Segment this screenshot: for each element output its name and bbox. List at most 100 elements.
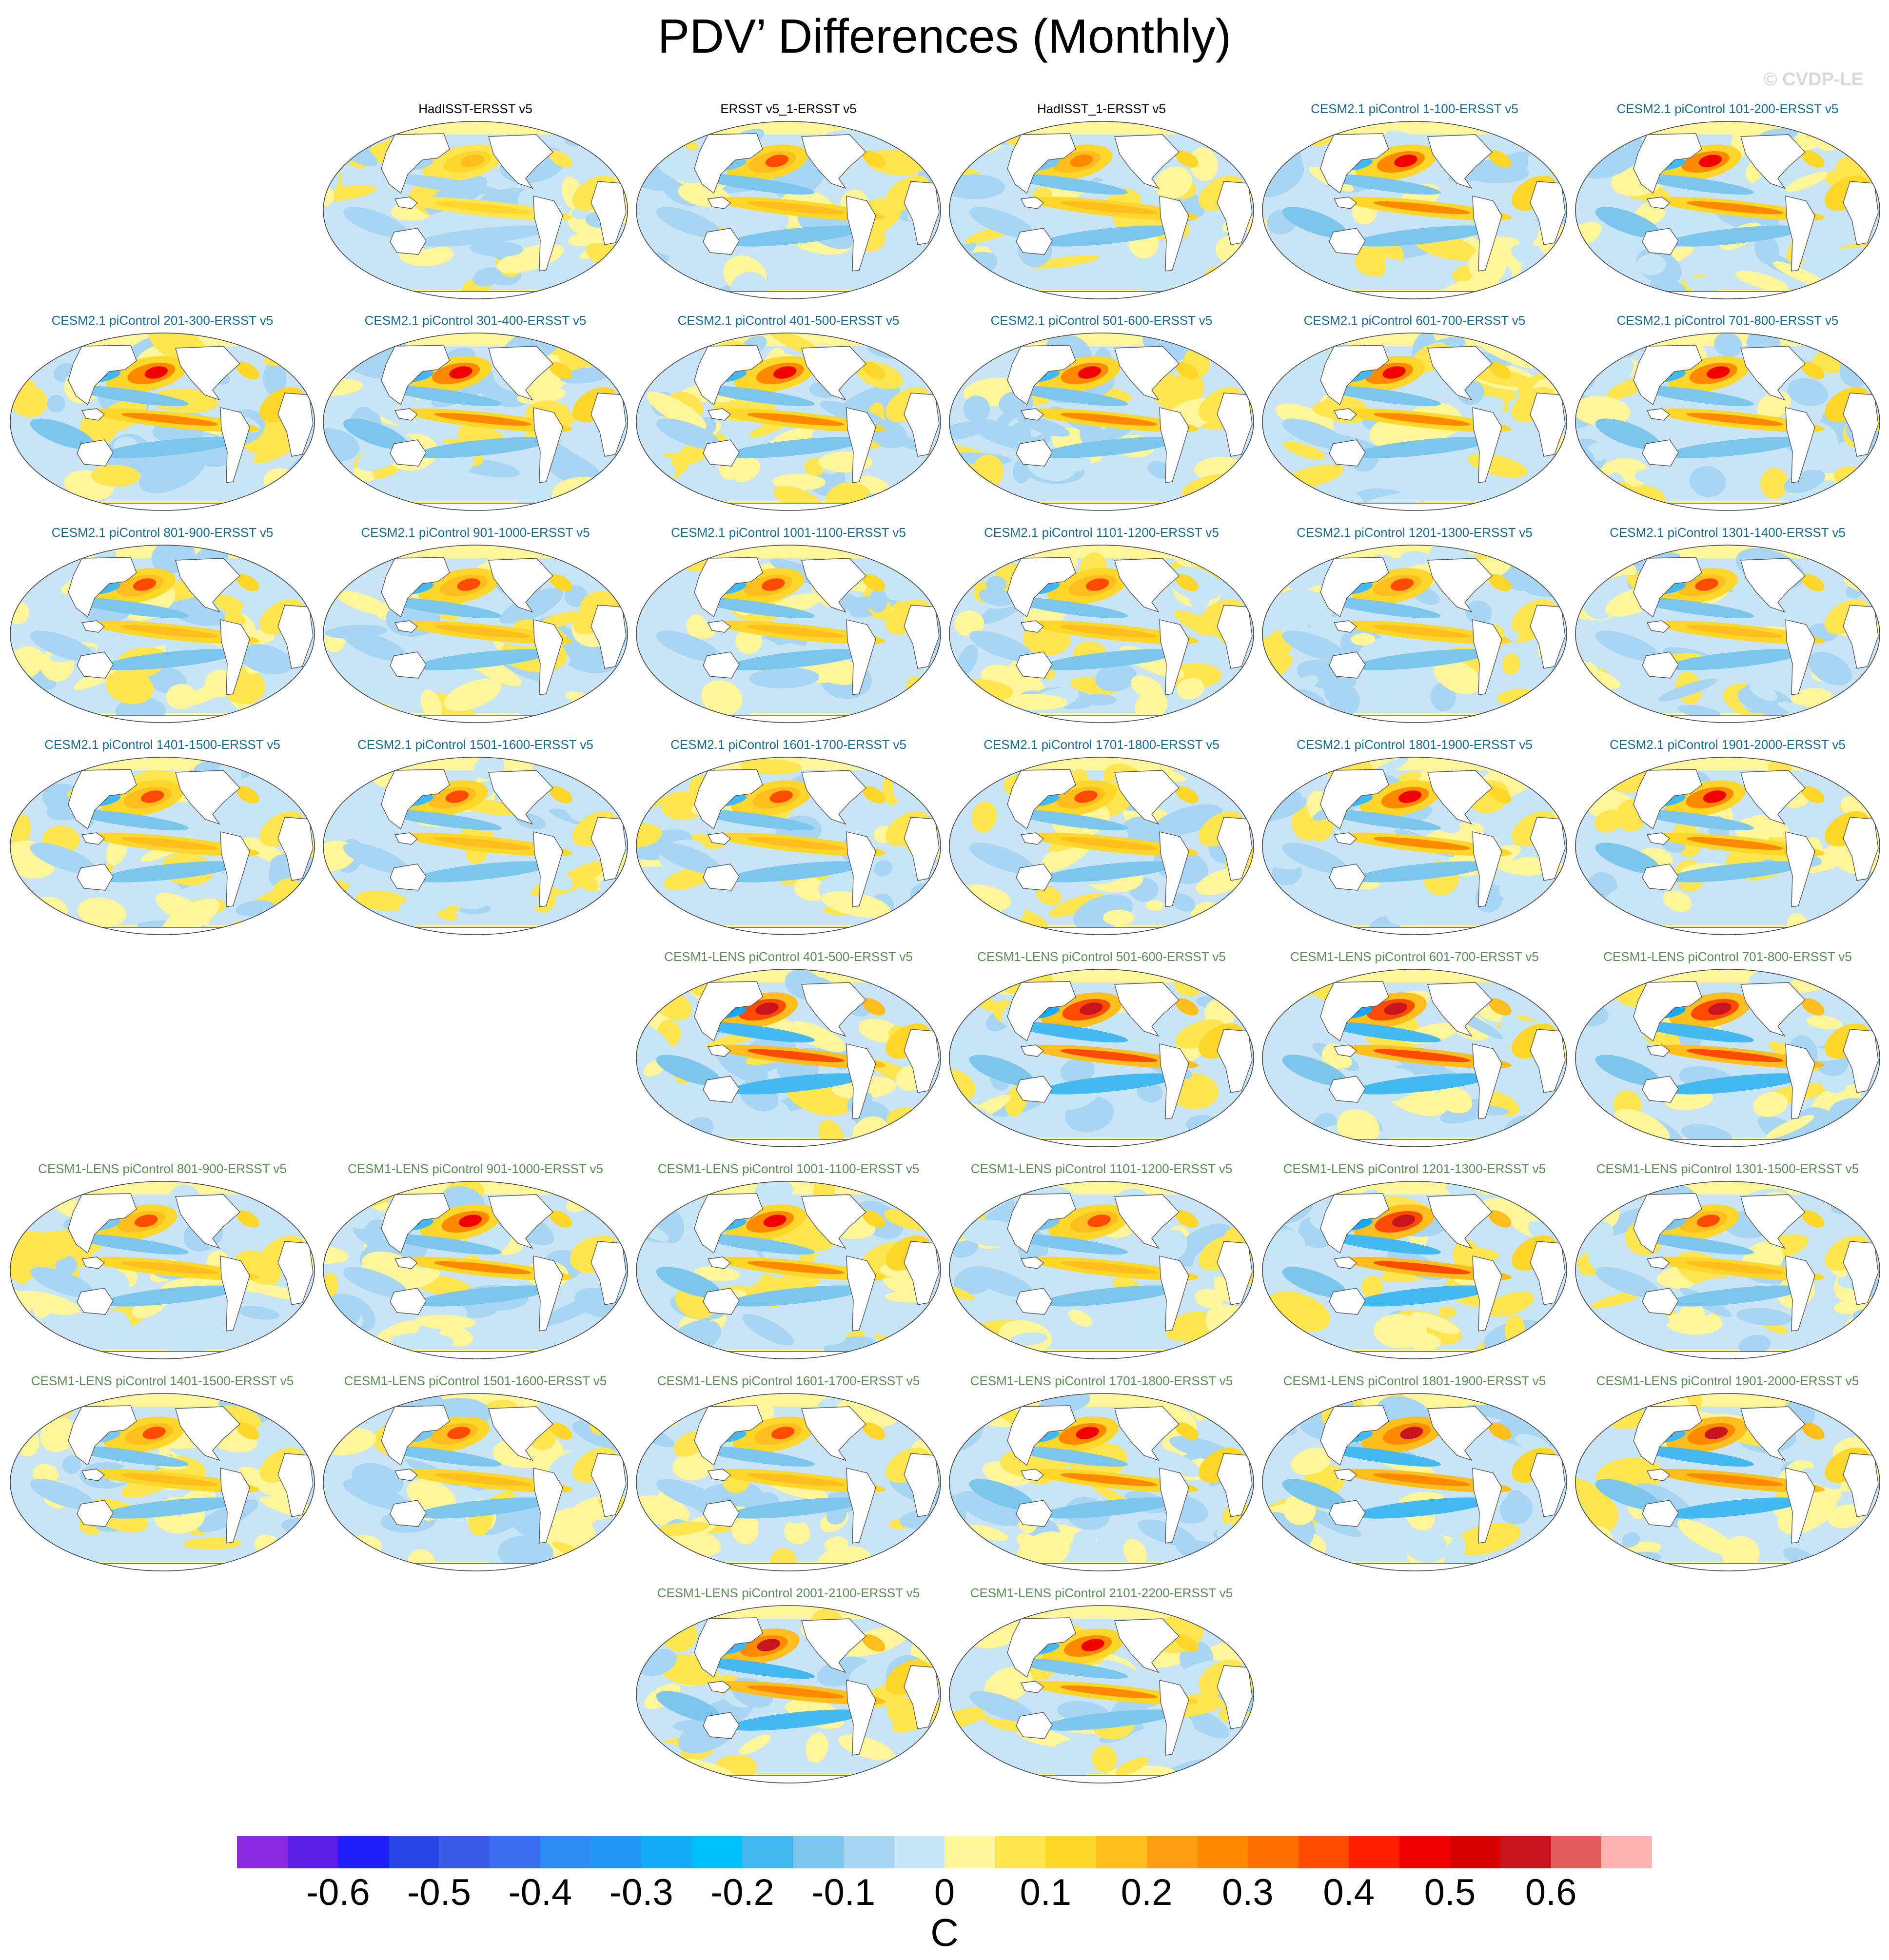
anomaly-patch — [1581, 1412, 1602, 1427]
map-outline — [949, 1393, 1254, 1571]
anomaly-patch — [1036, 886, 1062, 905]
anomaly-patch — [1586, 1190, 1613, 1211]
map-panel: CESM2.1 piControl 1401-1500-ERSST v5 — [9, 737, 316, 935]
subtropical-anomaly — [73, 1446, 189, 1467]
north-atlantic-anomaly — [236, 362, 259, 379]
anomaly-patch — [305, 1307, 315, 1333]
map-panel: CESM1-LENS piControl 1501-1600-ERSST v5 — [322, 1373, 629, 1571]
north-america-land — [1427, 1194, 1493, 1249]
north-atlantic-anomaly — [1801, 150, 1825, 168]
anomaly-patch — [1287, 1125, 1317, 1147]
map-panel: CESM1-LENS piControl 701-800-ERSST v5 — [1574, 949, 1881, 1147]
anomaly-patch — [1081, 694, 1117, 706]
subtropical-anomaly — [699, 1234, 815, 1255]
anomaly-patch — [1806, 1015, 1842, 1030]
anomaly-patch — [887, 1697, 920, 1727]
north-america-land — [1740, 770, 1806, 825]
south-america-land — [220, 619, 250, 695]
indian-ocean-anomaly — [656, 1267, 721, 1298]
south-america-land — [1472, 1255, 1502, 1332]
subtropical-anomaly — [1638, 174, 1754, 195]
anomaly-patch — [1785, 171, 1829, 192]
south-pacific-anomaly — [1354, 437, 1490, 458]
equatorial-core — [1686, 1261, 1784, 1274]
equatorial-core — [1373, 1473, 1471, 1487]
map-panel: CESM2.1 piControl 201-300-ERSST v5 — [9, 313, 316, 511]
anomaly-patch — [409, 874, 462, 914]
colorbar-swatch — [388, 1836, 440, 1868]
anomaly-patch — [472, 267, 502, 287]
north-atlantic-anomaly — [862, 998, 885, 1016]
map-outline — [323, 1393, 628, 1571]
robinson-map — [636, 121, 941, 299]
asia-land — [694, 133, 763, 194]
maritime-continent-land — [81, 1256, 105, 1269]
anomaly-patch — [1453, 1523, 1521, 1555]
map-outline — [636, 545, 941, 723]
indian-ocean-anomaly — [30, 1479, 95, 1510]
anomaly-patch — [755, 1181, 793, 1203]
north-pacific-core — [1696, 1215, 1720, 1227]
north-pacific-core — [1390, 578, 1414, 591]
anomaly-patch — [606, 333, 628, 367]
anomaly-patch — [739, 1735, 771, 1755]
anomaly-patch — [784, 1520, 810, 1545]
robinson-map — [10, 757, 315, 935]
australia-land — [703, 1076, 740, 1103]
anomaly-patch — [958, 132, 990, 149]
equatorial-core — [747, 1049, 845, 1062]
anomaly-patch — [1123, 1539, 1147, 1567]
south-america-land — [1159, 1255, 1189, 1332]
anomaly-patch — [949, 764, 986, 785]
arctic-band — [323, 333, 628, 346]
colorbar-swatch — [338, 1836, 389, 1868]
anomaly-patch — [1265, 272, 1306, 288]
anomaly-patch — [1486, 1291, 1535, 1317]
equatorial-core — [1373, 201, 1471, 215]
south-pacific-anomaly — [1354, 1285, 1490, 1307]
map-panel: CESM1-LENS piControl 1201-1300-ERSST v5 — [1261, 1161, 1568, 1359]
south-america-land — [1785, 1468, 1815, 1544]
australia-land — [77, 1500, 114, 1527]
north-pacific-core — [1704, 1427, 1728, 1439]
maritime-continent-land — [1333, 620, 1358, 633]
anomaly-patch — [1262, 1313, 1273, 1341]
robinson-map — [10, 333, 315, 511]
anomaly-patch — [1351, 633, 1376, 646]
map-panel-title: CESM1-LENS piControl 2001-2100-ERSST v5 — [657, 1586, 920, 1600]
subtropical-anomaly — [73, 809, 189, 831]
indian-ocean-anomaly — [1595, 1479, 1660, 1510]
south-america-land — [533, 1255, 563, 1332]
anomaly-patch — [1073, 1530, 1097, 1551]
map-panel-title: CESM1-LENS piControl 401-500-ERSST v5 — [664, 949, 913, 964]
subtropical-anomaly — [1012, 385, 1128, 407]
south-america-land — [1785, 407, 1815, 483]
asia-land — [1007, 769, 1076, 830]
anomaly-patch — [1628, 1551, 1661, 1564]
north-america-land — [1114, 770, 1180, 825]
north-america-land — [1114, 982, 1180, 1037]
arctic-band — [1575, 1181, 1880, 1195]
figure-title: PDV’ Differences (Monthly) — [657, 9, 1232, 63]
anomaly-patch — [1749, 681, 1777, 701]
north-atlantic-anomaly — [1175, 1422, 1199, 1440]
north-pacific-core — [1081, 1639, 1104, 1651]
map-panel-title: CESM2.1 piControl 501-600-ERSST v5 — [990, 313, 1213, 328]
asia-land — [1633, 981, 1702, 1042]
anomaly-patch — [833, 262, 885, 281]
arctic-band — [949, 1393, 1254, 1407]
map-panel-title: CESM1-LENS piControl 1001-1100-ERSST v5 — [657, 1161, 920, 1176]
south-america-land — [1159, 619, 1189, 695]
indian-ocean-anomaly — [1595, 207, 1660, 238]
north-pacific-core — [1703, 790, 1726, 803]
maritime-continent-land — [1020, 832, 1044, 845]
map-panel: CESM2.1 piControl 1001-1100-ERSST v5 — [635, 525, 942, 723]
maritime-continent-land — [394, 408, 418, 421]
anomaly-patch — [443, 679, 502, 711]
north-atlantic-anomaly — [1488, 998, 1512, 1016]
anomaly-patch — [10, 1546, 36, 1571]
anomaly-patch — [214, 594, 246, 615]
south-america-land — [846, 831, 876, 907]
south-america-land — [533, 619, 563, 695]
south-pacific-anomaly — [728, 649, 864, 670]
